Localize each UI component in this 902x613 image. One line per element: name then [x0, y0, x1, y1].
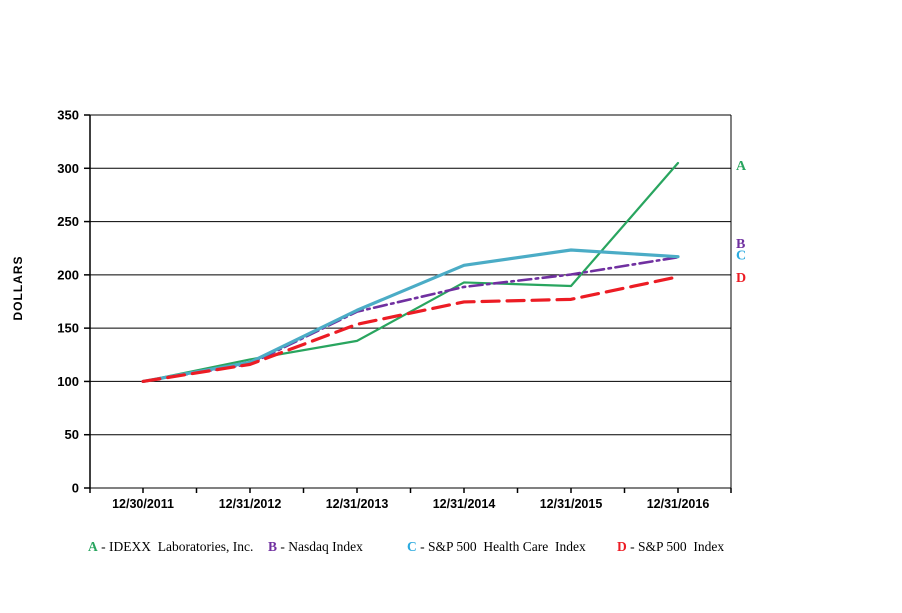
y-tick-label-150: 150	[57, 321, 79, 336]
series-end-label-A: A	[736, 159, 747, 174]
legend-item-nasdaq: B - Nasdaq Index	[268, 539, 363, 555]
legend-item-sp500: D - S&P 500 Index	[617, 539, 724, 555]
y-tick-label-350: 350	[57, 108, 79, 123]
legend-text-nasdaq: - Nasdaq Index	[277, 539, 363, 554]
legend-item-sp500-healthcare: C - S&P 500 Health Care Index	[407, 539, 586, 555]
series-end-label-D: D	[736, 271, 746, 286]
legend-letter-b: B	[268, 539, 278, 554]
legend-item-idexx: A - IDEXX Laboratories, Inc.	[88, 539, 253, 555]
y-tick-label-250: 250	[57, 214, 79, 229]
x-tick-label-0: 12/30/2011	[112, 497, 174, 511]
series-line-B	[141, 255, 680, 383]
legend-text-idexx: - IDEXX Laboratories, Inc.	[97, 539, 254, 554]
x-tick-label-5: 12/31/2016	[647, 497, 710, 511]
series-line-C	[141, 248, 680, 384]
y-tick-label-100: 100	[57, 374, 79, 389]
series-line-A	[141, 161, 680, 383]
series-end-label-B: B	[736, 237, 745, 252]
x-tick-label-2: 12/31/2013	[326, 497, 389, 511]
x-tick-label-3: 12/31/2014	[433, 497, 496, 511]
legend-text-sp500: - S&P 500 Index	[626, 539, 725, 554]
y-tick-label-200: 200	[57, 267, 79, 282]
series-line-D	[141, 275, 680, 384]
legend-letter-d: D	[617, 539, 627, 554]
series-end-label-C: C	[736, 249, 746, 264]
x-tick-label-4: 12/31/2015	[540, 497, 603, 511]
y-tick-label-0: 0	[72, 481, 79, 496]
chart-legend: A - IDEXX Laboratories, Inc. B - Nasdaq …	[0, 539, 902, 559]
y-tick-label-300: 300	[57, 161, 79, 176]
legend-letter-a: A	[88, 539, 98, 554]
y-tick-label-50: 50	[65, 427, 79, 442]
y-axis-title: DOLLARS	[11, 255, 25, 321]
x-tick-label-1: 12/31/2012	[219, 497, 282, 511]
legend-text-sp500-healthcare: - S&P 500 Health Care Index	[416, 539, 586, 554]
legend-letter-c: C	[407, 539, 417, 554]
